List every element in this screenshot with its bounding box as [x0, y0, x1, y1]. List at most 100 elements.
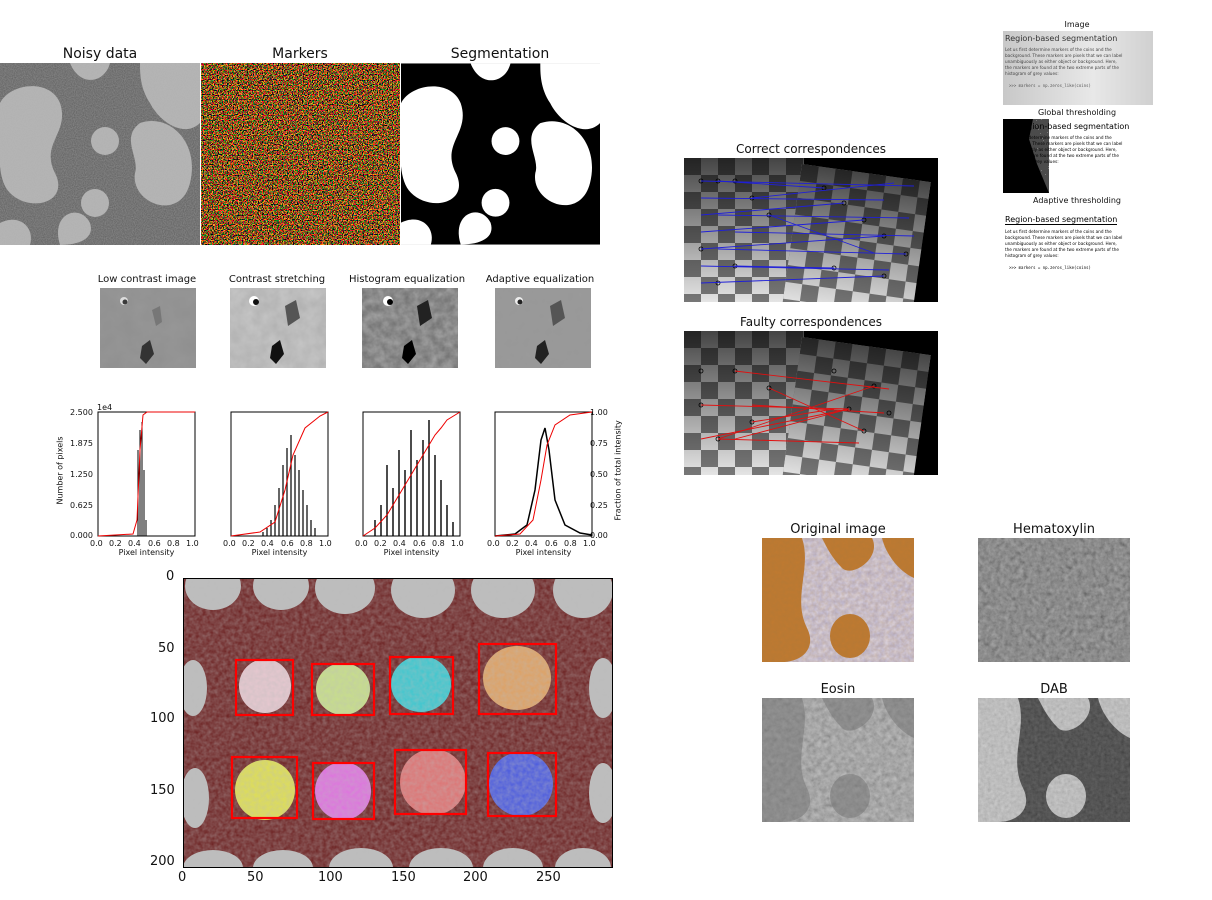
xlabel-2: Pixel intensity	[251, 548, 308, 557]
markers-title: Markers	[272, 46, 328, 62]
xtick: 0.0	[90, 539, 103, 548]
coins-xtick-2: 100	[318, 870, 343, 885]
coins-ytick-1: 50	[158, 641, 175, 656]
doc-line: histogram of grey values:	[1005, 71, 1059, 76]
doc-line: background. These markers are pixels tha…	[1005, 53, 1123, 58]
xtick: 0.2	[242, 539, 255, 548]
contrast-title-1: Low contrast image	[97, 274, 197, 285]
doc-line: unambiguously as either object or backgr…	[1005, 147, 1117, 152]
coins-ytick-4: 200	[150, 854, 175, 869]
doc-line: the markers are found at the two extreme…	[1005, 247, 1119, 252]
doc-line: Let us first determine markers of the co…	[1005, 135, 1112, 140]
coins-ytick-3: 150	[150, 783, 175, 798]
correct-correspondences-title: Correct correspondences	[736, 142, 886, 156]
threshold-adaptive-doc: Region-based segmentation Let us first d…	[1003, 207, 1153, 281]
coins-xtick-3: 150	[391, 870, 416, 885]
ytick-right-1: 0.75	[590, 439, 608, 448]
noisy-data-title: Noisy data	[62, 46, 138, 62]
faulty-correspondences-title: Faulty correspondences	[739, 315, 883, 329]
xtick: 0.4	[128, 539, 141, 548]
stain-title-dab: DAB	[1040, 682, 1068, 697]
xtick: 0.6	[545, 539, 558, 548]
stain-original-image	[762, 538, 914, 662]
ytick-right-3: 0.25	[590, 501, 608, 510]
contrast-title-4: Adaptive equalization	[485, 274, 595, 285]
xtick: 0.2	[374, 539, 387, 548]
threshold-global-doc: Region-based segmentation Let us first d…	[1003, 119, 1153, 193]
xtick: 0.8	[300, 539, 313, 548]
ytick-left-3: 0.625	[70, 501, 93, 510]
xtick: 0.6	[281, 539, 294, 548]
coins-ytick-0: 0	[166, 569, 175, 584]
stain-hematoxylin-image	[978, 538, 1130, 662]
xtick: 0.6	[413, 539, 426, 548]
coins-xtick-1: 50	[247, 870, 264, 885]
xtick: 1.0	[319, 539, 332, 548]
adaptive-equalization-image	[495, 288, 591, 368]
ytick-left-2: 1.250	[70, 470, 93, 479]
doc-heading: Region-based segmentation	[1005, 34, 1118, 43]
noisy-data-image	[0, 63, 200, 245]
histogram-exponent: 1e4	[97, 403, 113, 412]
coins-image	[183, 578, 613, 868]
doc-code: >>> markers = np.zeros_like(coins)	[1009, 265, 1091, 270]
coins-xtick-4: 200	[463, 870, 488, 885]
correct-correspondences-image	[684, 158, 938, 302]
stain-dab-image	[978, 698, 1130, 822]
doc-line: background. These markers are pixels tha…	[1005, 235, 1123, 240]
xtick: 0.6	[148, 539, 161, 548]
ytick-left-0: 2.500	[70, 408, 93, 417]
doc-line: Let us first determine markers of the co…	[1005, 47, 1112, 52]
coins-ytick-2: 100	[150, 711, 175, 726]
histogram-axes	[97, 411, 593, 537]
doc-line: histogram of grey values:	[1005, 159, 1059, 164]
doc-heading: Region-based segmentation	[1017, 122, 1130, 131]
coins-xtick-0: 0	[178, 870, 187, 885]
stain-title-eosin: Eosin	[820, 682, 856, 697]
xtick: 0.4	[261, 539, 274, 548]
xtick: 0.8	[432, 539, 445, 548]
threshold-title-global: Global thresholding	[1037, 108, 1117, 117]
xlabel-1: Pixel intensity	[118, 548, 175, 557]
dark-region	[1003, 119, 1049, 193]
histogram-ylabel-left: Number of pixels	[55, 436, 65, 505]
doc-code: >>> markers = np.zeros_like(coins)	[1009, 83, 1091, 88]
xtick: 1.0	[186, 539, 199, 548]
contrast-title-2: Contrast stretching	[228, 274, 326, 285]
threshold-title-image: Image	[1064, 20, 1090, 29]
ytick-left-4: 0.000	[70, 531, 93, 540]
doc-heading: Region-based segmentation	[1005, 215, 1118, 225]
xtick: 0.0	[355, 539, 368, 548]
segmentation-title: Segmentation	[450, 46, 550, 62]
stain-eosin-image	[762, 698, 914, 822]
markers-image	[201, 63, 400, 245]
contrast-stretching-image	[230, 288, 326, 368]
xlabel-3: Pixel intensity	[383, 548, 440, 557]
ytick-left-1: 1.875	[70, 439, 93, 448]
ytick-right-4: 0.00	[590, 531, 608, 540]
doc-line: histogram of grey values:	[1005, 253, 1059, 258]
doc-line: unambiguously as either object or backgr…	[1005, 59, 1117, 64]
histogram-equalization-image	[362, 288, 458, 368]
faulty-correspondences-image	[684, 331, 938, 475]
xtick: 0.8	[167, 539, 180, 548]
xtick: 0.0	[223, 539, 236, 548]
xtick: 0.4	[393, 539, 406, 548]
xtick: 0.2	[506, 539, 519, 548]
doc-line: the markers are found at the two extreme…	[1005, 65, 1119, 70]
xtick: 0.2	[109, 539, 122, 548]
ytick-right-2: 0.50	[590, 470, 608, 479]
xtick: 0.4	[525, 539, 538, 548]
doc-line: Let us first determine markers of the co…	[1005, 229, 1112, 234]
xtick: 1.0	[451, 539, 464, 548]
threshold-image-doc: Region-based segmentation Let us first d…	[1003, 31, 1153, 105]
doc-line: the markers are found at the two extreme…	[1005, 153, 1119, 158]
stain-title-hematoxylin: Hematoxylin	[1013, 522, 1095, 537]
threshold-title-adaptive: Adaptive thresholding	[1033, 196, 1121, 205]
segmentation-result-image	[401, 63, 600, 245]
xtick: 0.8	[564, 539, 577, 548]
xtick: 1.0	[583, 539, 596, 548]
xlabel-4: Pixel intensity	[515, 548, 572, 557]
low-contrast-image	[100, 288, 196, 368]
stain-title-original: Original image	[790, 522, 886, 537]
